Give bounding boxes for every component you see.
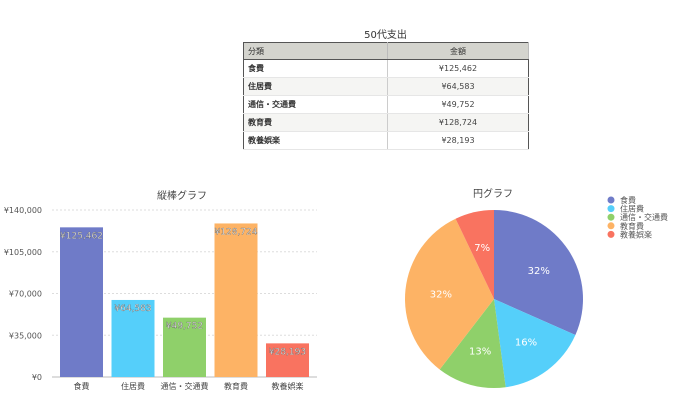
pie-slice [439,299,506,388]
amount-cell: ¥128,724 [387,113,529,132]
legend-label: 教養娯楽 [620,229,652,239]
pie-data-label: 32% [430,289,452,300]
legend-marker [607,196,615,204]
pie-slice [494,210,584,335]
bar-data-label: ¥64,583 [114,304,151,314]
bar-data-label: ¥49,752 [166,322,203,332]
legend-label: 通信・交通費 [620,212,668,222]
expense-table: 分類 金額 食費 ¥125,462 住居費 ¥64,583 通信・交通費 ¥49,752 教… [243,42,529,150]
y-tick-label: ¥0 [32,373,42,382]
pie-slice [455,210,494,299]
column-header-amount: 金額 [387,42,529,60]
bar-data-label: ¥128,724 [215,227,258,237]
pie-slice [494,299,576,388]
bar [214,223,258,377]
legend-label: 教育費 [620,221,644,231]
amount-cell: ¥28,193 [387,131,529,150]
pie-data-label: 7% [474,243,490,254]
table-title: 50代支出 [364,30,407,41]
x-tick-label: 食費 [74,381,90,391]
table-row: 教養娯楽 ¥28,193 [243,131,529,150]
category-cell: 教養娯楽 [243,131,388,150]
legend-marker [607,222,615,230]
bar-data-label: ¥28,193 [269,347,306,357]
legend-label: 食費 [620,195,636,205]
bar [111,299,155,377]
bar-chart-title: 縦棒グラフ [157,189,207,202]
x-tick-label: 住居費 [121,381,145,391]
amount-cell: ¥49,752 [387,95,529,114]
category-cell: 食費 [243,59,388,78]
bar-data-label: ¥125,462 [60,231,103,241]
table-row: 教育費 ¥128,724 [243,113,529,132]
amount-cell: ¥125,462 [387,59,529,78]
pie-data-label: 32% [528,266,550,277]
bar [163,317,206,377]
pie-data-label: 13% [469,347,491,358]
pie-data-label: 16% [515,338,537,349]
table-header-row: 分類 金額 [243,42,529,60]
category-cell: 教育費 [243,113,388,132]
y-tick-label: ¥105,000 [4,248,42,257]
amount-cell: ¥64,583 [387,77,529,96]
legend-marker [607,213,615,221]
pie-slice [405,218,494,370]
pie-chart-title: 円グラフ [473,187,513,200]
legend-marker [607,205,615,213]
x-tick-label: 通信・交通費 [161,381,209,391]
legend-marker [607,230,615,238]
table-row: 通信・交通費 ¥49,752 [243,95,529,114]
table-row: 食費 ¥125,462 [243,59,529,78]
y-tick-label: ¥35,000 [9,331,42,340]
category-cell: 通信・交通費 [243,95,388,114]
x-tick-label: 教養娯楽 [272,381,304,391]
y-tick-label: ¥140,000 [4,206,42,215]
y-tick-label: ¥70,000 [9,290,42,299]
x-tick-label: 教育費 [224,381,248,391]
bar [266,343,309,377]
bar [60,227,103,377]
column-header-category: 分類 [243,42,388,60]
table-row: 住居費 ¥64,583 [243,77,529,96]
category-cell: 住居費 [243,77,388,96]
legend-label: 住居費 [620,204,644,214]
